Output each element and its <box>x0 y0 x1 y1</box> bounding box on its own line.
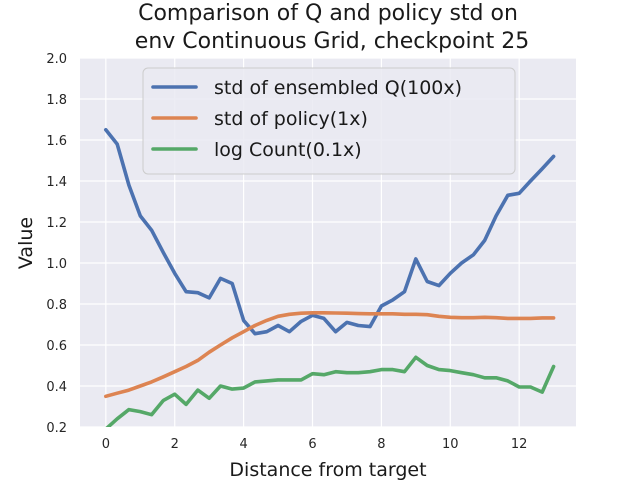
tick-labels: 0 2 4 6 8 10 12 0.2 0.4 0.6 0.8 1.0 1.2 1.4 1.6 1.8 2.0 <box>46 52 527 452</box>
y-tick-label: 1.8 <box>46 93 67 108</box>
y-tick-label: 1.4 <box>46 175 67 190</box>
x-tick-label: 2 <box>171 437 179 452</box>
chart-title-line-1: Comparison of Q and policy std on <box>138 1 518 26</box>
legend-label: std of policy(1x) <box>214 108 368 130</box>
y-tick-label: 0.8 <box>46 298 67 313</box>
x-axis-label: Distance from target <box>229 459 426 480</box>
legend: std of ensembled Q(100x) std of policy(1x… <box>142 67 516 175</box>
y-tick-label: 1.2 <box>46 216 67 231</box>
series-line-2 <box>104 310 556 399</box>
series-layer <box>104 128 556 427</box>
legend-label: log Count(0.1x) <box>214 139 362 161</box>
y-tick-label: 0.4 <box>46 380 67 395</box>
x-tick-label: 10 <box>442 437 459 452</box>
legend-frame <box>142 67 516 175</box>
y-tick-label: 1.6 <box>46 134 67 149</box>
series-line-1 <box>104 128 556 336</box>
series-line-3 <box>105 355 556 427</box>
x-tick-label: 4 <box>239 437 247 452</box>
chart-title-line-2: env Continuous Grid, checkpoint 25 <box>135 29 529 54</box>
y-axis-label: Value <box>15 217 37 269</box>
x-tick-label: 6 <box>308 437 316 452</box>
legend-label: std of ensembled Q(100x) <box>214 77 462 99</box>
y-tick-label: 0.6 <box>46 339 67 354</box>
y-tick-label: 0.2 <box>46 421 67 436</box>
x-tick-label: 0 <box>102 437 110 452</box>
y-tick-label: 1.0 <box>46 257 67 272</box>
x-tick-label: 12 <box>511 437 528 452</box>
x-tick-label: 8 <box>377 437 385 452</box>
y-tick-label: 2.0 <box>46 52 67 67</box>
